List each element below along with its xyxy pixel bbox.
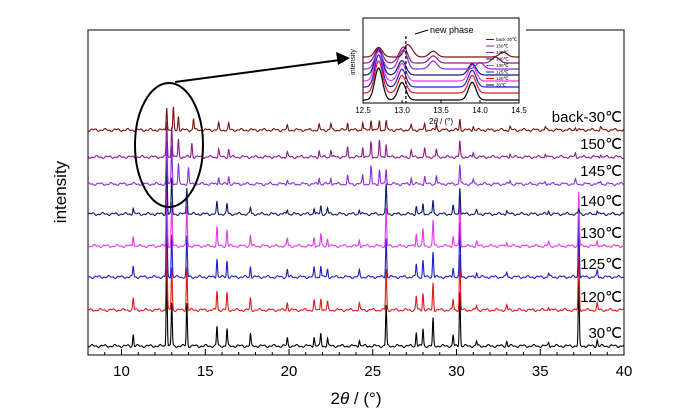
series-line-145 xyxy=(87,140,625,187)
inset-series-line-140 xyxy=(363,48,519,76)
inset-annotation-arrow xyxy=(414,29,429,35)
inset-y-label: intensity xyxy=(350,49,357,75)
series-line-130 xyxy=(87,168,625,249)
inset-series-line-150 xyxy=(362,46,519,64)
x-tick-label: 35 xyxy=(532,363,549,380)
series-label-125: 125℃ xyxy=(580,256,622,273)
inset-x-tick-label: 13.0 xyxy=(394,106,410,115)
series-line-140 xyxy=(87,151,625,217)
inset-legend-label: 125℃ xyxy=(496,70,510,75)
series-layer: 30℃ 120℃ 125℃ 130℃ 140℃ 145℃ 150℃ back-30℃ xyxy=(87,106,625,349)
series-label-130: 130℃ xyxy=(580,225,622,242)
series-line-30 xyxy=(87,269,625,349)
series-line-125 xyxy=(87,198,625,280)
series-line-120 xyxy=(87,232,625,313)
series-label-150: 150℃ xyxy=(580,136,622,153)
inset-x-label: 2θ / (°) xyxy=(429,117,453,126)
inset-x-tick-label: 13.5 xyxy=(433,106,449,115)
inset-legend-label: 130℃ xyxy=(496,63,510,68)
inset-series-line-145 xyxy=(363,49,519,70)
x-tick-label: 25 xyxy=(364,363,381,380)
series-label-120: 120℃ xyxy=(580,289,622,306)
inset-legend-label: 120℃ xyxy=(496,76,510,81)
highlight-ellipse xyxy=(134,82,204,208)
inset-series-line-120 xyxy=(363,60,519,94)
series-label-140: 140℃ xyxy=(580,193,622,210)
inset-series-line-130 xyxy=(363,48,519,82)
series-line-back-30 xyxy=(87,106,625,133)
x-tick-label: 40 xyxy=(616,363,633,380)
inset-plot: 12.5 13.0 13.5 14.0 14.5 intensity 2θ / (°) … xyxy=(350,14,527,126)
series-line-150 xyxy=(87,121,625,160)
inset-legend-label: 30℃ xyxy=(496,83,507,88)
inset-legend-label: 145℃ xyxy=(496,50,510,55)
inset-series-line-125 xyxy=(363,54,519,88)
series-label-30: 30℃ xyxy=(588,325,622,342)
x-tick-label: 20 xyxy=(281,363,298,380)
inset-series-line-back-30 xyxy=(363,44,519,58)
inset-annotation: new phase xyxy=(430,25,474,35)
series-label-back-30: back-30℃ xyxy=(552,109,622,126)
callout-arrowhead-icon xyxy=(336,52,350,65)
inset-legend-label: back-30℃ xyxy=(496,37,518,42)
x-axis: 10 15 20 25 30 35 40 xyxy=(104,349,633,380)
series-label-145: 145℃ xyxy=(580,163,622,180)
x-tick-label: 15 xyxy=(197,363,214,380)
x-tick-label: 30 xyxy=(448,363,465,380)
inset-x-tick-label: 14.5 xyxy=(511,106,527,115)
y-axis-label: intensity xyxy=(51,160,70,223)
inset-legend-label: 150℃ xyxy=(496,44,510,49)
x-axis-label: 2θ / (°) xyxy=(331,389,382,408)
x-tick-label: 10 xyxy=(113,363,130,380)
inset-x-tick-label: 14.0 xyxy=(472,106,488,115)
inset-x-tick-label: 12.5 xyxy=(355,106,371,115)
inset-legend-label: 140℃ xyxy=(496,57,510,62)
callout-arrow-line xyxy=(174,59,341,83)
